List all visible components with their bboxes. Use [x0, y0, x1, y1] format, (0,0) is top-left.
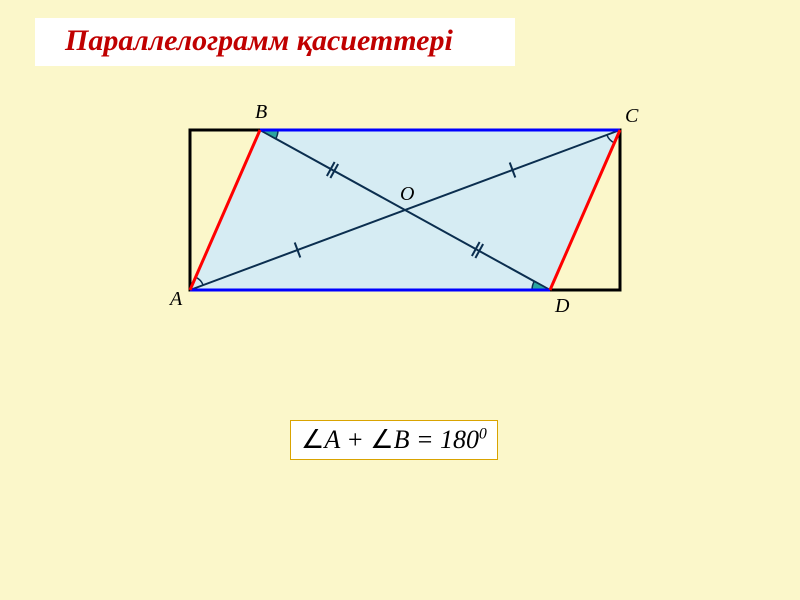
label-c: C [625, 105, 639, 127]
label-b: B [255, 101, 267, 123]
title-bar: Параллелограмм қасиеттері [35, 18, 515, 66]
formula-box: ∠A + ∠B = 1800 [290, 420, 498, 460]
formula-text: ∠A + ∠B = 1800 [301, 425, 487, 454]
label-d: D [554, 295, 570, 317]
label-a: A [168, 288, 183, 310]
slide: Параллелограмм қасиеттері A B C D O ∠A +… [0, 0, 800, 600]
label-o: O [400, 183, 414, 205]
parallelogram-diagram: A B C D O [160, 100, 660, 340]
slide-title: Параллелограмм қасиеттері [35, 24, 453, 57]
